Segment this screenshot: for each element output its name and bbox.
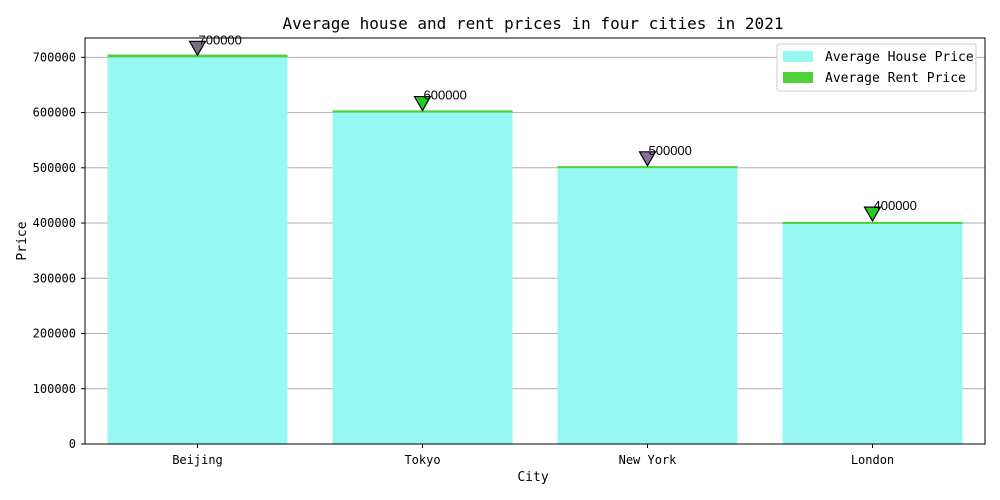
annotation-marker — [863, 206, 882, 223]
y-tick-label: 100000 — [33, 382, 76, 396]
legend-swatch-rent — [783, 72, 813, 83]
y-tick-label: 200000 — [33, 327, 76, 341]
y-axis-label: Price — [15, 221, 30, 260]
data-label: 500000 — [649, 143, 692, 158]
data-label: 600000 — [424, 88, 467, 103]
house-price-bar — [107, 57, 288, 444]
y-tick-label: 700000 — [33, 50, 76, 64]
annotation-marker — [413, 95, 432, 112]
x-tick-label: London — [851, 453, 894, 467]
y-tick-label: 0 — [69, 437, 76, 451]
chart-title: Average house and rent prices in four ci… — [283, 14, 784, 33]
legend-swatch-house — [783, 51, 813, 62]
annotation-marker — [188, 40, 207, 57]
x-tick-label: New York — [619, 453, 678, 467]
data-label: 400000 — [874, 198, 917, 213]
legend-label-rent: Average Rent Price — [825, 71, 966, 86]
plot-frame — [84, 37, 986, 445]
rent-price-bar — [782, 221, 963, 224]
annotation-marker — [638, 151, 657, 168]
data-labels: 700000 600000 500000 400000 — [188, 32, 917, 223]
x-axis-label: City — [517, 470, 548, 485]
y-tick-label: 600000 — [33, 106, 76, 120]
legend-frame — [776, 43, 977, 92]
x-tick-label: Beijing — [172, 453, 223, 467]
data-label: 700000 — [199, 32, 242, 47]
house-price-bar — [782, 223, 963, 444]
y-tick-label: 400000 — [33, 216, 76, 230]
y-tick-label: 300000 — [33, 271, 76, 285]
axes: 0 100000 200000 300000 400000 500000 600000 700… — [33, 37, 986, 467]
house-price-bar — [557, 167, 738, 445]
y-tick-label: 500000 — [33, 161, 76, 175]
legend: Average House Price Average Rent Price — [776, 43, 977, 92]
rent-price-bar — [557, 166, 738, 169]
legend-label-house: Average House Price — [825, 50, 974, 65]
house-price-bar — [332, 112, 513, 445]
x-tick-label: Tokyo — [404, 453, 440, 467]
